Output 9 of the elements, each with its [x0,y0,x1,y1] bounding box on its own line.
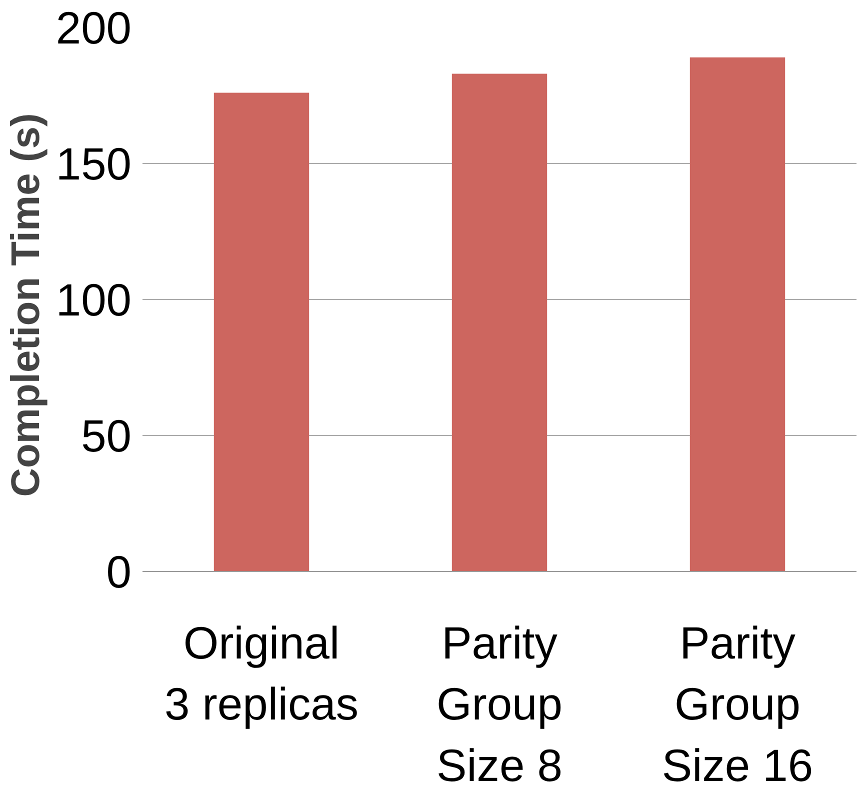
x-tick-label: Parity Group Size 16 [662,618,814,791]
y-tick-label: 0 [106,546,132,598]
y-tick-label: 50 [81,410,132,462]
y-tick-label: 100 [56,274,132,326]
y-tick-label: 150 [56,138,132,190]
y-tick-label: 200 [56,2,132,54]
x-tick-label: Parity Group Size 8 [436,618,562,791]
x-tick-label: Original 3 replicas [164,618,359,730]
y-axis-title: Completion Time (s) [4,113,48,497]
